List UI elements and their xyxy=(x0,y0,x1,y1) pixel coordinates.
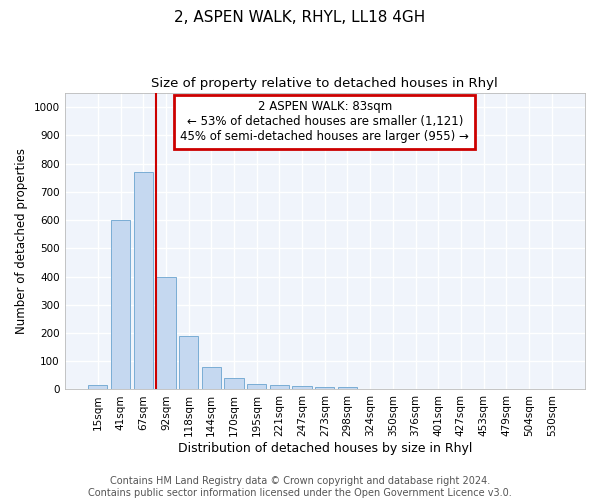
Bar xyxy=(156,276,176,390)
Bar xyxy=(179,336,198,390)
Text: 2 ASPEN WALK: 83sqm
← 53% of detached houses are smaller (1,121)
45% of semi-det: 2 ASPEN WALK: 83sqm ← 53% of detached ho… xyxy=(181,100,469,144)
Bar xyxy=(270,385,289,390)
Bar xyxy=(202,368,221,390)
Bar xyxy=(111,220,130,390)
Bar xyxy=(88,385,107,390)
Bar xyxy=(292,386,312,390)
X-axis label: Distribution of detached houses by size in Rhyl: Distribution of detached houses by size … xyxy=(178,442,472,455)
Text: 2, ASPEN WALK, RHYL, LL18 4GH: 2, ASPEN WALK, RHYL, LL18 4GH xyxy=(175,10,425,25)
Text: Contains HM Land Registry data © Crown copyright and database right 2024.
Contai: Contains HM Land Registry data © Crown c… xyxy=(88,476,512,498)
Title: Size of property relative to detached houses in Rhyl: Size of property relative to detached ho… xyxy=(151,78,498,90)
Y-axis label: Number of detached properties: Number of detached properties xyxy=(15,148,28,334)
Bar xyxy=(134,172,153,390)
Bar xyxy=(247,384,266,390)
Bar xyxy=(224,378,244,390)
Bar xyxy=(315,386,334,390)
Bar xyxy=(338,387,357,390)
